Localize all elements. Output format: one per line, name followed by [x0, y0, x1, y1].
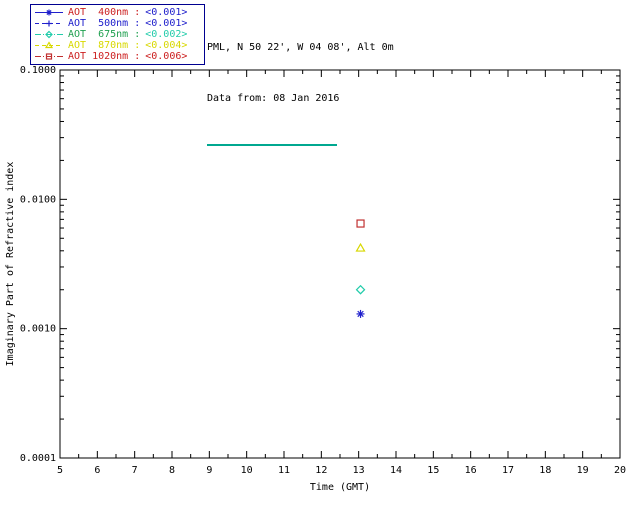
legend-row-value: <0.001>: [145, 7, 188, 18]
legend-row: AOT 870nm : <0.004>: [34, 40, 199, 51]
x-tick-label: 13: [353, 465, 365, 476]
legend-box: AOT 400nm : <0.001> AOT 500nm : <0.001> AOT …: [30, 4, 205, 65]
header-underline: [207, 144, 337, 146]
legend-row-value: <0.001>: [145, 18, 188, 29]
legend-row: AOT 500nm : <0.001>: [34, 18, 199, 29]
legend-marker-square: [45, 53, 53, 60]
data-marker-triangle: [355, 242, 366, 252]
plot-header: PML, N 50 22', W 04 08', Alt 0m Data fro…: [207, 5, 394, 180]
legend-row: AOT 1020nm : <0.006>: [34, 51, 199, 62]
legend-line-sample: [35, 30, 63, 39]
legend-row-label: AOT 500nm :: [68, 18, 141, 29]
x-tick-label: 20: [614, 465, 626, 476]
legend-marker-asterisk: [46, 9, 52, 16]
legend-marker-diamond: [45, 30, 53, 39]
y-tick-label: 0.0001: [20, 453, 56, 464]
legend-row-label: AOT 400nm :: [68, 7, 141, 18]
legend-row-label: AOT 1020nm :: [68, 51, 141, 62]
x-tick-label: 7: [132, 465, 138, 476]
x-tick-label: 15: [427, 465, 439, 476]
y-tick-label: 0.1000: [20, 65, 56, 76]
y-tick-label: 0.0010: [20, 324, 56, 335]
x-tick-label: 17: [502, 465, 514, 476]
x-tick-label: 12: [315, 465, 327, 476]
x-axis-label: Time (GMT): [310, 482, 370, 493]
x-tick-label: 9: [206, 465, 212, 476]
header-location: PML, N 50 22', W 04 08', Alt 0m: [207, 42, 394, 53]
x-tick-label: 11: [278, 465, 290, 476]
legend-row-label: AOT 675nm :: [68, 29, 141, 40]
legend-row-value: <0.006>: [145, 51, 188, 62]
data-marker-diamond: [355, 284, 366, 295]
legend-row-value: <0.002>: [145, 29, 188, 40]
y-axis-label: Imaginary Part of Refractive index: [5, 162, 16, 367]
x-tick-label: 6: [94, 465, 100, 476]
y-tick-label: 0.0100: [20, 194, 56, 205]
data-marker-asterisk: [357, 310, 364, 318]
legend-line-sample: [35, 53, 63, 60]
legend-marker-triangle: [44, 41, 54, 49]
x-tick-label: 16: [465, 465, 477, 476]
legend-row: AOT 400nm : <0.001>: [34, 7, 199, 18]
x-tick-label: 5: [57, 465, 63, 476]
x-tick-label: 8: [169, 465, 175, 476]
legend-line-sample: [35, 9, 63, 16]
x-tick-label: 18: [539, 465, 551, 476]
header-date: Data from: 08 Jan 2016: [207, 93, 340, 104]
legend-row: AOT 675nm : <0.002>: [34, 29, 199, 40]
legend-row-value: <0.004>: [145, 40, 188, 51]
legend-line-sample: [35, 41, 63, 49]
data-marker-square: [356, 219, 365, 228]
x-tick-label: 19: [577, 465, 589, 476]
x-tick-label: 14: [390, 465, 402, 476]
legend-row-label: AOT 870nm :: [68, 40, 141, 51]
x-tick-label: 10: [241, 465, 253, 476]
legend-line-sample: [35, 20, 63, 27]
